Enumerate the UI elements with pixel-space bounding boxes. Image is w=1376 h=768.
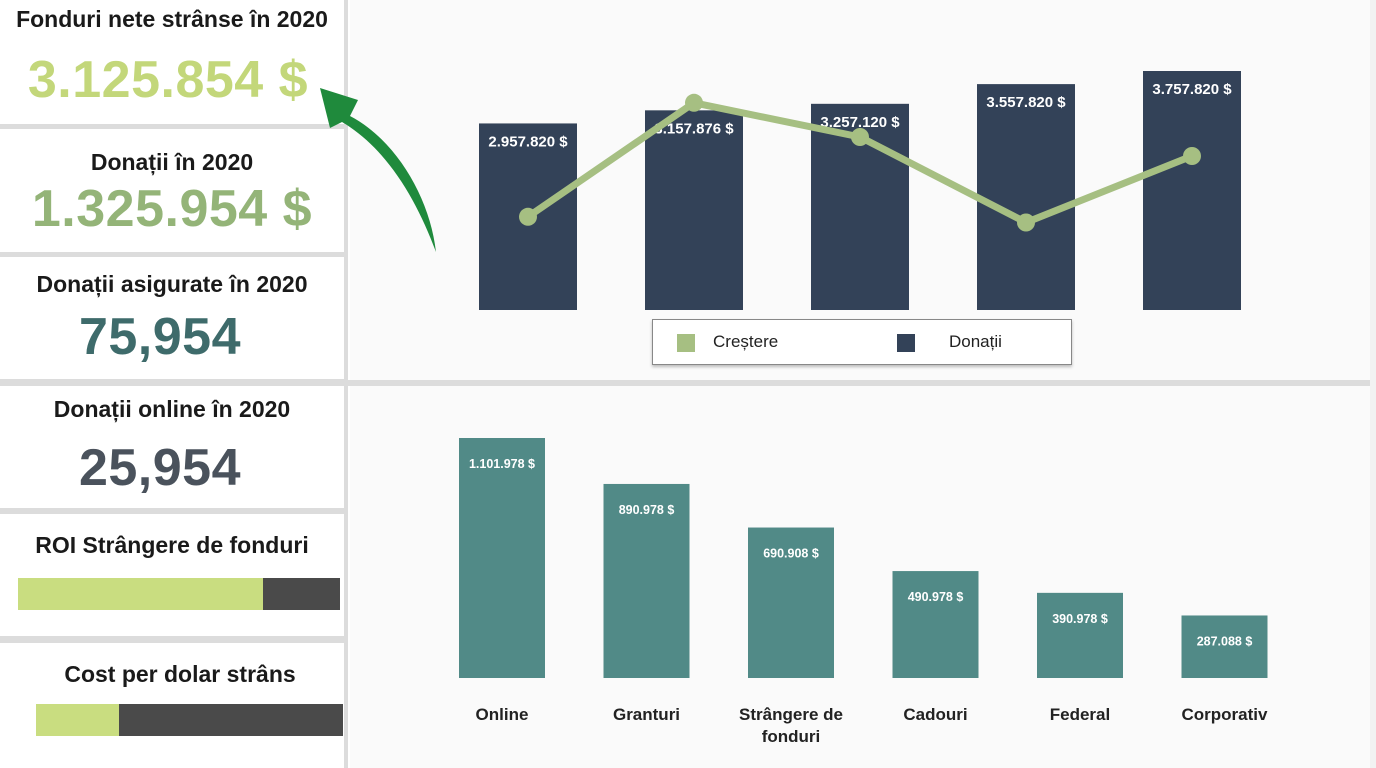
source-category-label: Federal	[1050, 705, 1110, 724]
kpi-card-online-donations: Donații online în 2020 25,954	[0, 386, 344, 508]
kpi-card-secured-donations: Donații asigurate în 2020 75,954	[0, 257, 344, 379]
legend-swatch-growth	[677, 334, 695, 352]
kpi-title: Cost per dolar strâns	[64, 661, 296, 687]
source-bar-label: 490.978 $	[908, 590, 964, 604]
panel-divider	[348, 380, 1376, 386]
source-bar-label: 690.908 $	[763, 547, 819, 561]
cost-progress-bar	[36, 704, 343, 736]
kpi-card-net-funds: Fonduri nete strânse în 2020 3.125.854 $	[0, 0, 344, 124]
kpi-card-donations: Donații în 2020 1.325.954 $	[0, 129, 344, 252]
growth-line	[519, 93, 1201, 232]
growth-point	[685, 93, 703, 112]
kpi-title: ROI Strângere de fonduri	[35, 532, 309, 558]
source-category-label: Online	[476, 705, 529, 724]
cost-progress-fill	[36, 704, 119, 736]
donations-bars: 2.957.820 $ 3.157.876 $ 3.257.120 $ 3.557.8…	[479, 71, 1241, 311]
kpi-column: Fonduri nete strânse în 2020 3.125.854 $…	[0, 0, 348, 768]
growth-point	[1017, 213, 1035, 232]
donations-bar-label: 3.157.876 $	[654, 120, 734, 137]
source-category-label: Strângere de fonduri	[739, 705, 843, 746]
source-bar	[1181, 615, 1268, 678]
source-bar-label: 1.101.978 $	[469, 457, 535, 471]
growth-point	[519, 207, 537, 226]
donations-growth-chart: 2.957.820 $ 3.157.876 $ 3.257.120 $ 3.557.8…	[479, 71, 1241, 311]
kpi-card-roi: ROI Strângere de fonduri	[0, 514, 344, 636]
donations-bar-label: 3.557.820 $	[986, 94, 1066, 111]
source-bar	[1037, 592, 1123, 678]
donations-bar	[977, 84, 1075, 310]
source-bar	[748, 527, 834, 678]
source-bar	[603, 483, 690, 678]
donations-bar-label: 3.757.820 $	[1152, 81, 1232, 98]
kpi-card-cost-per-dollar: Cost per dolar strâns	[0, 643, 344, 768]
donations-bar	[645, 110, 743, 311]
legend-label-growth: Creștere	[713, 332, 779, 351]
roi-progress-bar	[18, 578, 340, 610]
source-bar	[892, 571, 979, 678]
legend-label-donations: Donații	[949, 332, 1002, 351]
kpi-title: Donații în 2020	[90, 149, 254, 175]
chart-legend: Creștere Donații	[652, 319, 1072, 365]
legend-swatch-donations	[897, 334, 915, 352]
source-bar-label: 287.088 $	[1197, 634, 1253, 648]
kpi-title: Donații online în 2020	[53, 396, 291, 422]
kpi-title: Donații asigurate în 2020	[36, 271, 308, 297]
donations-bar	[1143, 71, 1241, 310]
growth-point	[1183, 147, 1201, 165]
kpi-value: 25,954	[78, 439, 242, 497]
source-category-label: Cadouri	[903, 705, 967, 724]
source-bar-label: 890.978 $	[619, 503, 675, 517]
donations-bar-label: 2.957.820 $	[488, 133, 568, 150]
donations-bar-label: 3.257.120 $	[820, 114, 900, 131]
roi-progress-fill	[18, 578, 263, 610]
kpi-value: 1.325.954 $	[31, 180, 313, 238]
kpi-value: 75,954	[78, 308, 242, 366]
growth-point	[851, 128, 869, 146]
source-bar-label: 390.978 $	[1052, 612, 1108, 626]
right-edge	[1370, 0, 1376, 768]
source-category-label: Granturi	[613, 705, 680, 724]
arrow-icon	[320, 88, 436, 252]
source-bar	[459, 438, 545, 678]
source-category-label: Corporativ	[1182, 705, 1269, 724]
sources-bars: 1.101.978 $ Online 890.978 $ Granturi 690.90…	[459, 438, 1268, 746]
kpi-value: 3.125.854 $	[27, 51, 309, 109]
kpi-title: Fonduri nete strânse în 2020	[16, 6, 328, 32]
